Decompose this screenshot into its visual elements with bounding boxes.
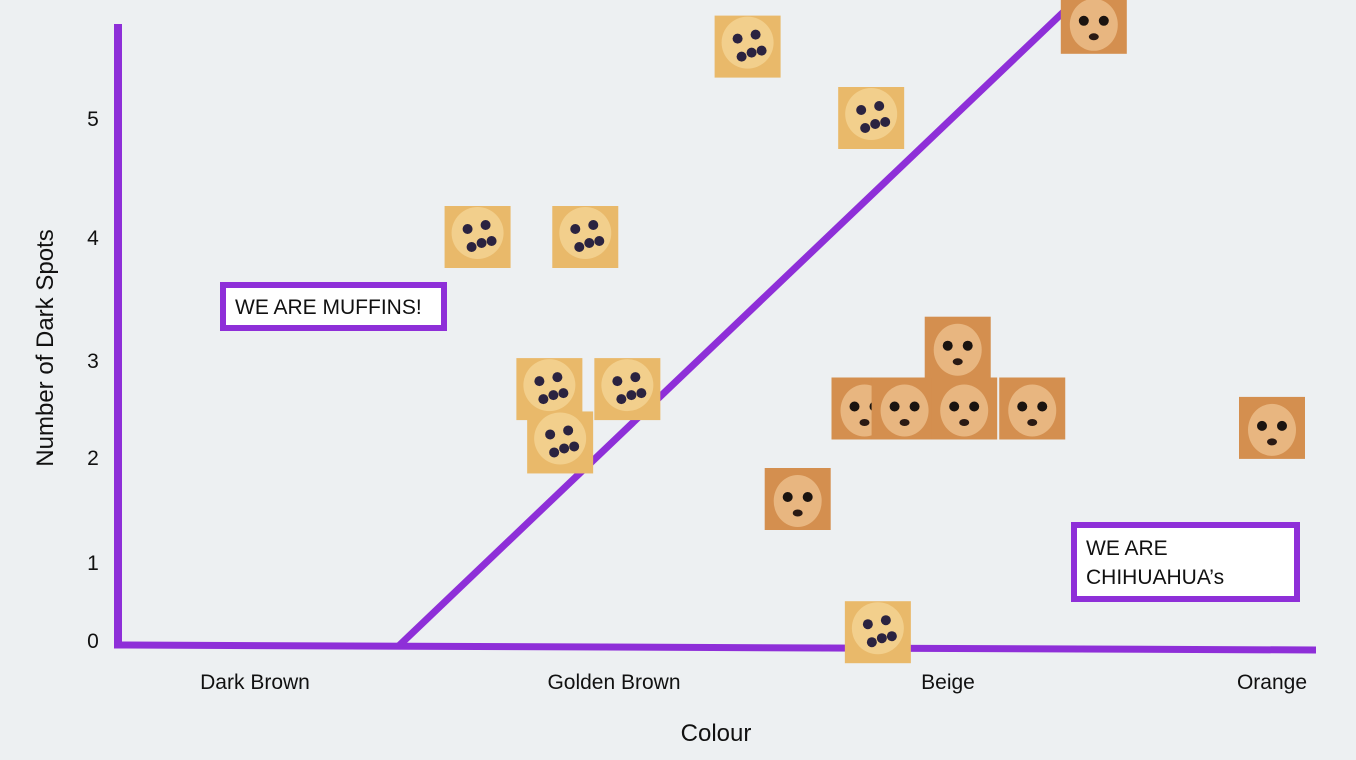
chihuahua-thumbnail: [999, 377, 1066, 440]
data-points: [444, 0, 1305, 664]
muffin-thumbnail: [844, 601, 911, 664]
x-tick-labels: Dark Brown Golden Brown Beige Orange: [200, 671, 1307, 694]
y-tick-label: 4: [87, 227, 99, 250]
chihuahuas-annotation-line-1: WE ARE: [1086, 537, 1168, 560]
y-tick-label: 3: [87, 350, 99, 373]
muffin-thumbnail: [714, 15, 781, 78]
muffin-thumbnail: [594, 358, 661, 421]
x-tick-label: Orange: [1237, 671, 1307, 694]
x-axis: [113, 641, 1317, 654]
y-tick-label: 1: [87, 552, 99, 575]
muffin-thumbnail: [516, 358, 583, 421]
x-tick-label: Dark Brown: [200, 671, 310, 694]
chihuahuas-annotation-box: [1071, 522, 1300, 602]
chihuahua-thumbnail: [764, 468, 831, 530]
chihuahua-thumbnail: [1239, 396, 1305, 459]
y-tick-labels: 0 1 2 3 4 5: [87, 108, 99, 653]
muffins-annotation-box: [220, 282, 447, 331]
chihuahua-thumbnail: [1060, 0, 1127, 54]
chihuahua-thumbnail: [931, 377, 998, 440]
x-tick-label: Golden Brown: [547, 671, 680, 694]
muffins-annotation-text: WE ARE MUFFINS!: [235, 296, 422, 319]
y-axis-title: Number of Dark Spots: [32, 229, 59, 466]
decision-boundary-line: [396, 0, 1079, 649]
muffin-thumbnail: [444, 206, 511, 268]
muffin-thumbnail: [552, 206, 619, 268]
y-tick-label: 0: [87, 630, 99, 653]
y-tick-label: 2: [87, 447, 99, 470]
chihuahua-thumbnail: [924, 316, 991, 379]
muffin-thumbnail: [838, 87, 905, 149]
muffin-thumbnail: [527, 411, 594, 474]
x-tick-label: Beige: [921, 671, 975, 694]
chihuahua-thumbnail: [871, 377, 938, 440]
x-axis-title: Colour: [681, 720, 752, 747]
y-tick-label: 5: [87, 108, 99, 131]
chihuahuas-annotation-line-2: CHIHUAHUA’s: [1086, 566, 1224, 589]
